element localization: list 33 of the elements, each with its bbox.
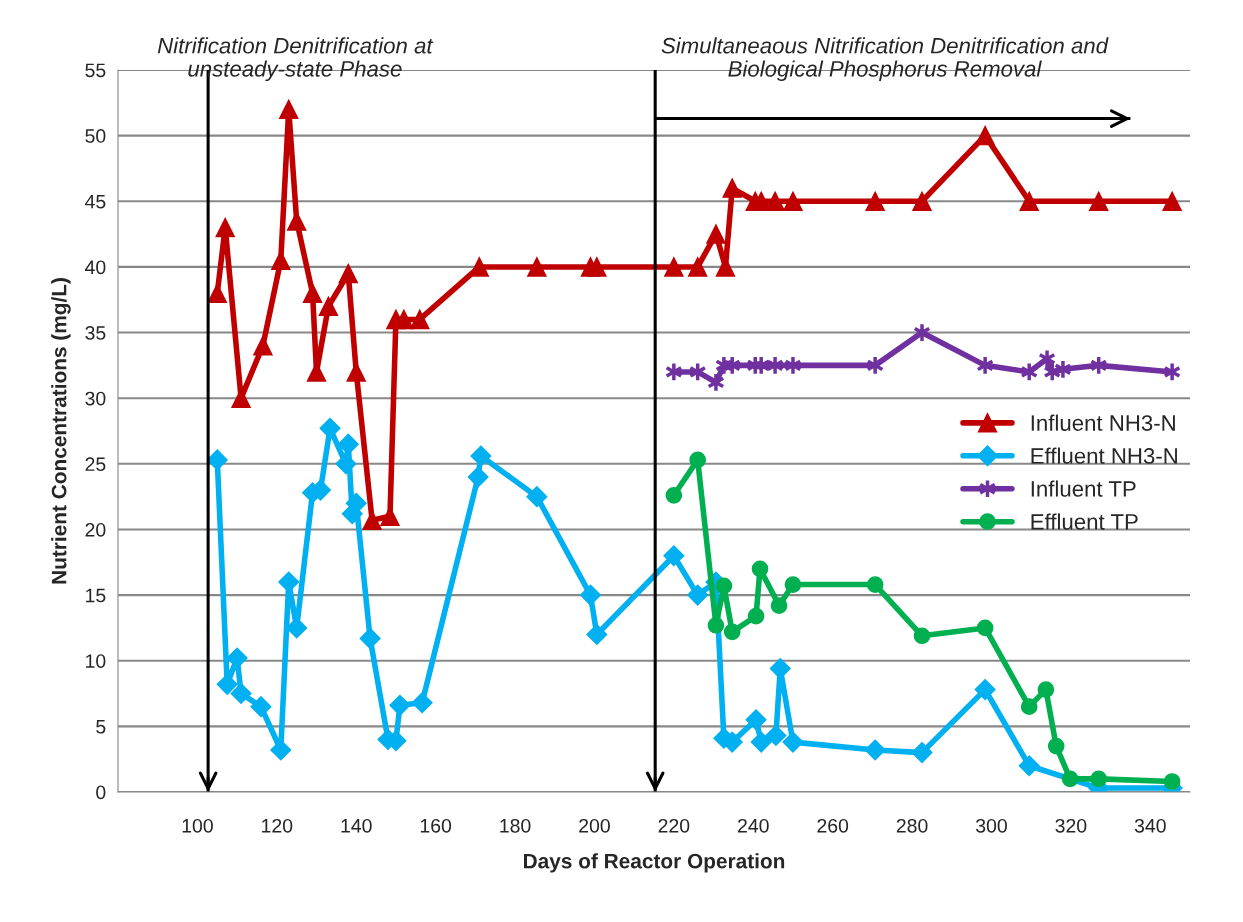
y-tick-label: 5 [96,720,106,734]
annotation: Simultaneaous Nitrification Denitrification and Biological Phosphorus Removal [661,37,1109,82]
x-tick-label: 140 [341,818,372,833]
x-tick-label: 160 [420,818,452,833]
x-tick-label: 240 [738,818,769,833]
y-tick-label: 45 [85,194,106,209]
y-axis-title: Nutrient Concentrations (mg/L) [51,278,71,584]
x-tick-label: 300 [976,818,1007,833]
y-tick-label: 50 [85,129,106,143]
x-tick-label: 280 [896,818,928,833]
y-tick-label: 40 [85,260,106,275]
legend-label: Effluent TP [1031,513,1138,530]
y-tick-label: 35 [85,326,106,340]
y-tick-label: 0 [96,785,106,800]
legend-label: Influent NH3-N [1031,414,1175,431]
y-tick-label: 55 [85,63,106,78]
x-tick-label: 260 [817,818,849,833]
legend-label: Influent TP [1031,480,1136,497]
y-tick-label: 20 [85,522,106,537]
y-tick-label: 15 [86,588,106,603]
x-tick-label: 320 [1055,818,1087,833]
x-tick-label: 220 [658,818,690,833]
y-tick-label: 25 [85,457,106,472]
x-tick-label: 120 [262,818,293,833]
x-tick-label: 340 [1134,818,1166,833]
annotation: Nitrification Denitrification at unsteady-state Phase [157,37,434,82]
x-tick-label: 180 [500,818,531,833]
x-tick-label: 100 [182,818,213,833]
legend-label: Effluent NH3-N [1031,447,1177,464]
y-tick-label: 30 [85,391,106,406]
x-tick-label: 200 [579,818,610,833]
y-tick-label: 10 [86,654,106,668]
x-axis-title: Days of Reactor Operation [524,853,785,873]
